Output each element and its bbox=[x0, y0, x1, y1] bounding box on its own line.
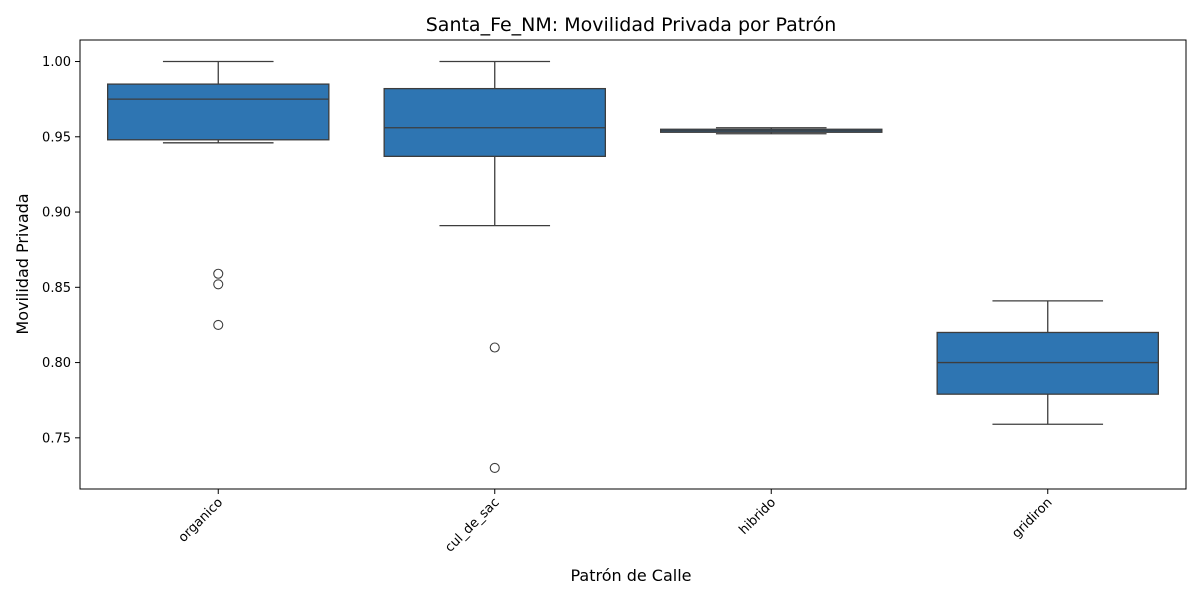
plot-area bbox=[107, 60, 1160, 473]
y-tick-label: 0.80 bbox=[42, 356, 71, 371]
y-axis: 0.75 0.80 0.85 0.90 0.95 1.00 bbox=[42, 55, 80, 446]
box-group-cul_de_sac bbox=[383, 60, 606, 473]
x-tick-label: hibrido bbox=[736, 495, 779, 538]
box-group-gridiron bbox=[936, 300, 1160, 425]
y-tick-label: 0.95 bbox=[42, 130, 71, 145]
y-tick-label: 0.75 bbox=[42, 431, 71, 446]
plot-frame bbox=[79, 39, 1187, 490]
outlier-point bbox=[489, 462, 500, 473]
y-tick-label: 0.85 bbox=[42, 281, 71, 296]
y-tick-label: 1.00 bbox=[42, 55, 71, 70]
box-group-hibrido bbox=[660, 127, 883, 135]
outlier-point bbox=[213, 279, 224, 290]
chart-title: Santa_Fe_NM: Movilidad Privada por Patró… bbox=[426, 14, 837, 36]
y-tick-label: 0.90 bbox=[42, 206, 71, 221]
x-tick-label: organico bbox=[176, 495, 226, 545]
y-axis-label: Movilidad Privada bbox=[13, 193, 32, 334]
x-axis-label: Patrón de Calle bbox=[570, 566, 691, 585]
outlier-point bbox=[213, 268, 224, 279]
box-iqr bbox=[383, 87, 606, 158]
outlier-point bbox=[213, 319, 224, 330]
x-tick-label: gridiron bbox=[1009, 495, 1055, 541]
box-iqr bbox=[936, 331, 1160, 395]
box-iqr bbox=[107, 83, 330, 141]
x-tick-label: cul_de_sac bbox=[442, 495, 502, 555]
outlier-point bbox=[489, 342, 500, 353]
x-axis: organico cul_de_sac hibrido gridiron bbox=[176, 489, 1056, 555]
box-group-organico bbox=[107, 60, 330, 330]
